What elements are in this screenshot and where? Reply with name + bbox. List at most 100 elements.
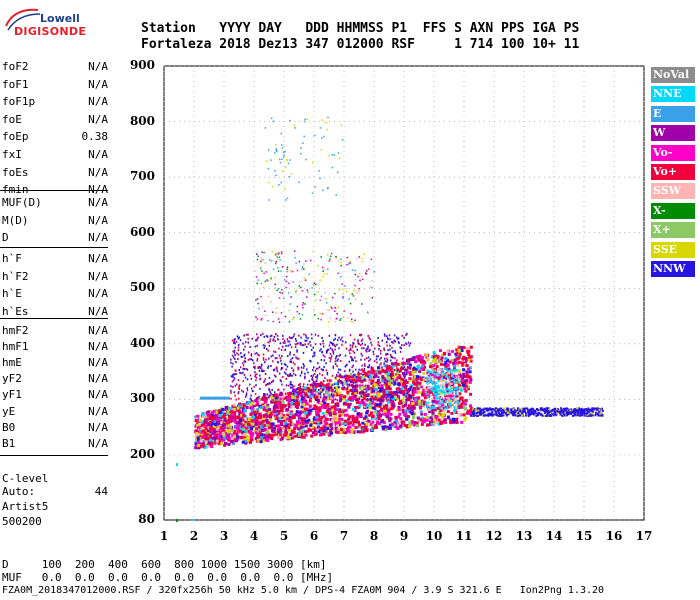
echo-point [334, 306, 336, 309]
echo-point [314, 383, 318, 387]
echo-point [378, 403, 382, 407]
echo-point [233, 419, 237, 423]
echo-point [589, 409, 592, 412]
echo-point [446, 349, 450, 353]
echo-point [408, 387, 412, 391]
echo-point [223, 413, 227, 417]
echo-point [352, 359, 355, 362]
echo-point [225, 431, 229, 435]
echo-point [363, 253, 366, 256]
echo-point [393, 421, 397, 425]
param-name: D [2, 231, 9, 245]
echo-point [331, 387, 335, 391]
echo-point [372, 369, 376, 373]
echo-point [214, 408, 218, 412]
echo-point [343, 428, 347, 432]
echo-point [410, 378, 414, 382]
echo-point [447, 352, 451, 356]
echo-point [241, 440, 245, 444]
echo-point [451, 396, 454, 399]
logo-digisonde-text: DIGISONDE [14, 25, 87, 38]
echo-point [438, 349, 442, 353]
echo-point [359, 391, 362, 394]
echo-point [422, 389, 426, 393]
echo-point [414, 370, 418, 374]
echo-point [259, 405, 263, 409]
echo-point [346, 428, 350, 432]
echo-point [344, 365, 347, 368]
echo-point [435, 401, 439, 405]
echo-point [218, 441, 222, 445]
echo-point [339, 375, 343, 379]
echo-point [255, 319, 258, 322]
echo-point [389, 378, 393, 382]
param-value: N/A [88, 112, 108, 126]
echo-point [307, 337, 309, 340]
echo-point [415, 375, 419, 379]
echo-point [459, 405, 463, 409]
echo-point [408, 408, 412, 412]
echo-point [265, 335, 268, 338]
echo-point [457, 402, 460, 405]
echo-point [219, 440, 223, 444]
echo-point [365, 273, 368, 275]
echo-point [312, 355, 314, 358]
echo-point [371, 406, 375, 410]
echo-point [319, 279, 321, 282]
echo-point [372, 389, 375, 392]
echo-point [373, 272, 375, 274]
echo-point [326, 128, 329, 131]
echo-point [530, 412, 533, 415]
echo-point [275, 397, 278, 400]
echo-point [371, 420, 375, 424]
echo-point [555, 414, 558, 417]
echo-point [394, 398, 397, 401]
echo-point [338, 378, 341, 381]
echo-point [275, 413, 279, 417]
echo-point [285, 408, 289, 412]
echo-point [304, 411, 308, 415]
echo-point [387, 384, 391, 388]
echo-point [468, 366, 472, 370]
echo-point [379, 408, 383, 412]
param-value: N/A [88, 60, 108, 73]
echo-point [334, 430, 338, 434]
echo-point [284, 341, 286, 344]
echo-point [352, 384, 354, 387]
echo-point [261, 398, 265, 402]
echo-point [329, 357, 332, 360]
param-row-hf2: h`F2 N/A [2, 270, 108, 286]
echo-point [304, 279, 307, 281]
echo-point [274, 170, 276, 172]
echo-point [261, 403, 265, 407]
echo-point [431, 402, 434, 405]
echo-point [232, 431, 236, 435]
echo-point [469, 355, 473, 359]
echo-point [403, 362, 407, 366]
echo-point [386, 416, 390, 420]
echo-point [235, 340, 238, 343]
echo-point [250, 394, 252, 397]
echo-point [246, 378, 249, 381]
echo-point [296, 357, 298, 360]
echo-point [390, 371, 394, 375]
echo-point [433, 392, 436, 395]
echo-point [320, 348, 322, 351]
echo-point [306, 118, 309, 120]
echo-point [393, 339, 395, 342]
echo-point [409, 372, 413, 376]
echo-point [408, 394, 412, 398]
echo-point [546, 414, 549, 417]
echo-point [366, 311, 369, 314]
echo-point [223, 442, 227, 446]
echo-point [348, 377, 351, 380]
echo-point [242, 413, 246, 417]
echo-point [418, 400, 422, 404]
echo-point [262, 370, 264, 373]
echo-point [306, 395, 310, 399]
echo-point [425, 389, 428, 392]
echo-point [414, 355, 418, 359]
echo-point [399, 417, 403, 421]
echo-point [304, 343, 307, 346]
echo-point [202, 444, 206, 448]
